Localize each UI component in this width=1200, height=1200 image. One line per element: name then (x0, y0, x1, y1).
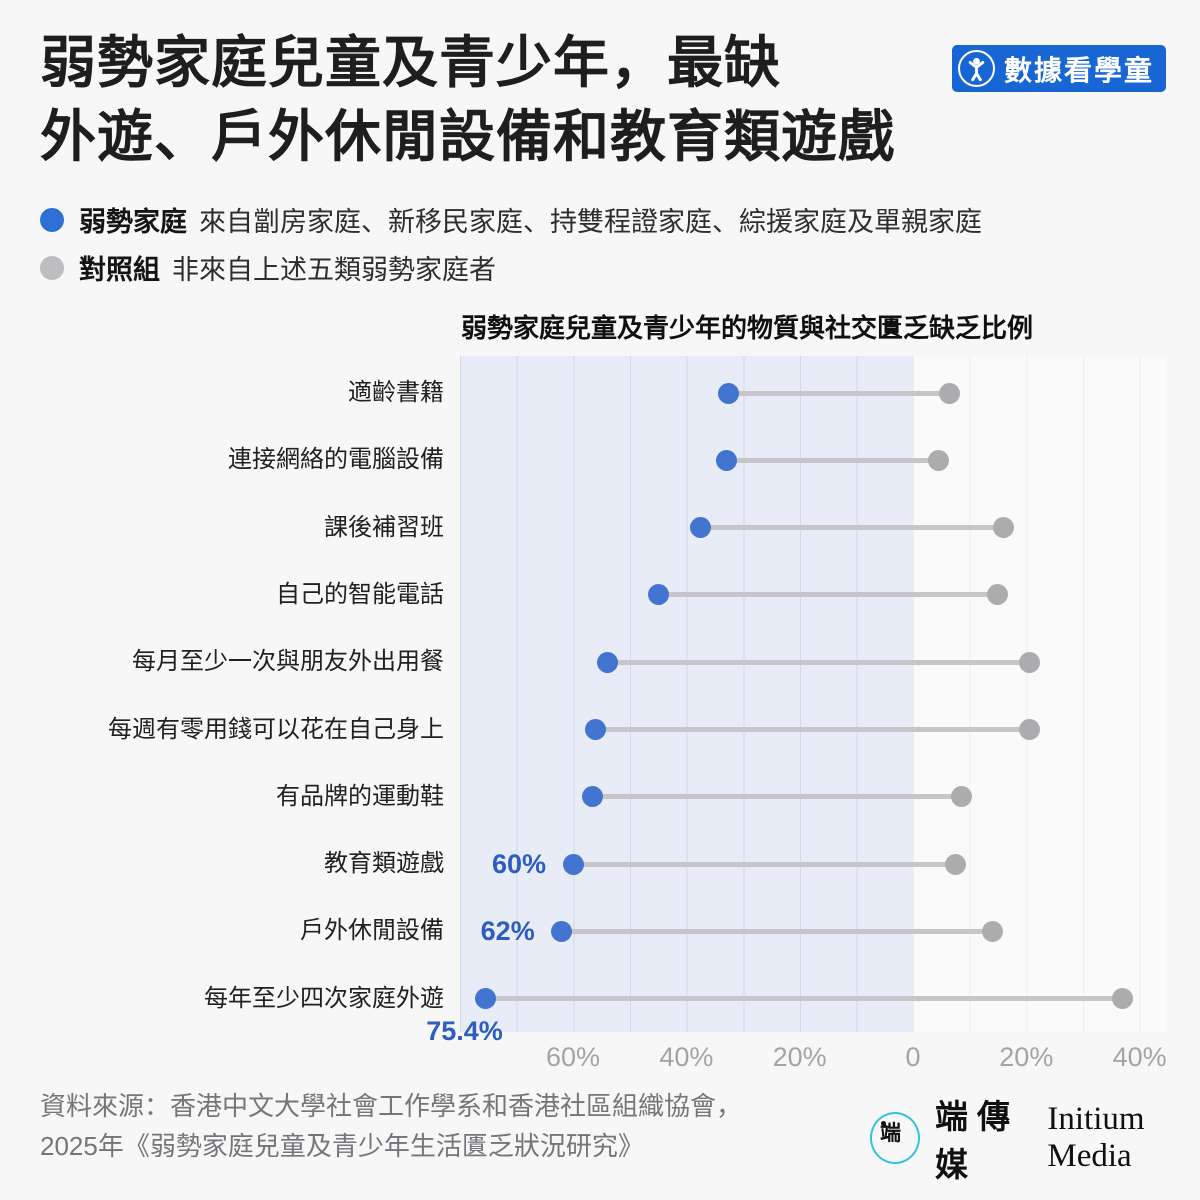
x-axis-tick: 20% (772, 1042, 827, 1072)
page-title: 弱勢家庭兒童及青少年，最缺 外遊、戶外休閒設備和教育類遊戲 (40, 26, 895, 174)
initium-logo-dot (881, 1121, 886, 1126)
category-label: 每週有零用錢可以花在自己身上 (108, 715, 444, 743)
publisher-name-zh: 端傳媒 (935, 1100, 1019, 1184)
connector-line (658, 592, 998, 598)
legend-item-disadvantaged: 弱勢家庭 來自劏房家庭、新移民家庭、持雙程證家庭、綜援家庭及單親家庭 (40, 200, 982, 239)
connector-line (700, 525, 1004, 531)
dot-disadvantaged (715, 449, 737, 471)
x-axis-tick: 20% (999, 1042, 1054, 1072)
connector-line (573, 861, 956, 867)
category-label: 教育類遊戲 (324, 850, 444, 878)
dot-disadvantaged (718, 382, 740, 404)
dot-disadvantaged (475, 988, 497, 1010)
chart-rows: 適齡書籍連接網絡的電腦設備課後補習班自己的智能電話每月至少一次與朋友外出用餐每週… (0, 356, 1200, 1046)
category-label: 每年至少四次家庭外遊 (204, 984, 444, 1012)
x-axis-tick: 60% (546, 1042, 601, 1072)
dot-control (987, 584, 1009, 606)
page-title-line1: 弱勢家庭兒童及青少年，最缺 (40, 31, 781, 94)
legend-description: 來自劏房家庭、新移民家庭、持雙程證家庭、綜援家庭及單親家庭 (199, 207, 982, 237)
dot-control (944, 853, 966, 875)
dot-disadvantaged (596, 651, 618, 673)
badge-label: 數據看學童 (1003, 54, 1154, 86)
dot-control (939, 382, 961, 404)
dot-control (981, 920, 1003, 942)
dot-disadvantaged (551, 920, 573, 942)
dot-control (1018, 719, 1040, 740)
legend-description: 非來自上述五類弱勢家庭者 (172, 255, 496, 285)
connector-line (728, 390, 950, 396)
value-label: 60% (491, 849, 547, 880)
category-label: 有品牌的運動鞋 (276, 782, 444, 810)
dot-control (1112, 988, 1134, 1010)
x-axis-tick: 0 (905, 1042, 921, 1072)
source-line2: 2025年《弱勢家庭兒童及青少年生活匱乏狀況研究》 (40, 1131, 644, 1161)
category-label: 戶外休閒設備 (300, 917, 444, 945)
publisher-name-en: Initium Media (1047, 1101, 1145, 1174)
legend-item-control: 對照組 非來自上述五類弱勢家庭者 (40, 248, 496, 287)
publisher-logo: 端 端傳媒 Initium Media (870, 1100, 1200, 1184)
legend-dot-blue (40, 207, 64, 232)
connector-line (592, 794, 962, 800)
x-axis-tick: 40% (659, 1042, 714, 1072)
legend-term: 對照組 (79, 255, 160, 285)
connector-line (561, 928, 993, 934)
initium-logo-icon: 端 (870, 1112, 920, 1164)
page-title-line2: 外遊、戶外休閒設備和教育類遊戲 (40, 105, 895, 168)
category-label: 每月至少一次與朋友外出用餐 (132, 648, 444, 676)
dot-control (993, 517, 1015, 539)
connector-line (607, 659, 1030, 665)
legend-term: 弱勢家庭 (79, 207, 187, 237)
dot-disadvantaged (562, 853, 584, 875)
category-label: 連接網絡的電腦設備 (228, 446, 444, 474)
dot-control (927, 449, 949, 471)
legend-dot-gray (40, 255, 64, 280)
plot-right-region (913, 356, 1166, 1032)
connector-line (485, 996, 1123, 1002)
value-label: 75.4% (426, 1015, 503, 1046)
source-line1: 資料來源：香港中文大學社會工作學系和香港社區組織協會， (40, 1091, 743, 1121)
dot-disadvantaged (690, 517, 712, 539)
dot-disadvantaged (582, 786, 604, 808)
connector-line (726, 457, 939, 463)
child-icon (957, 50, 995, 87)
category-label: 適齡書籍 (348, 379, 444, 406)
plot-shaded-region (460, 356, 913, 1032)
x-axis: 60% 40% 20% 0 20% 40% (0, 1042, 1200, 1076)
dot-control (1018, 651, 1040, 673)
x-axis-tick: 40% (1112, 1042, 1167, 1072)
category-label: 課後補習班 (324, 513, 444, 541)
initium-logo-glyph: 端 (880, 1121, 901, 1145)
series-badge: 數據看學童 (951, 45, 1166, 92)
chart-title: 弱勢家庭兒童及青少年的物質與社交匱乏缺乏比例 (461, 313, 1034, 343)
dot-disadvantaged (647, 584, 669, 606)
category-label: 自己的智能電話 (276, 580, 444, 608)
dot-disadvantaged (585, 719, 607, 740)
dot-control (950, 786, 972, 808)
value-label: 62% (480, 916, 535, 947)
connector-line (595, 727, 1030, 732)
plot-area (0, 356, 1200, 1032)
